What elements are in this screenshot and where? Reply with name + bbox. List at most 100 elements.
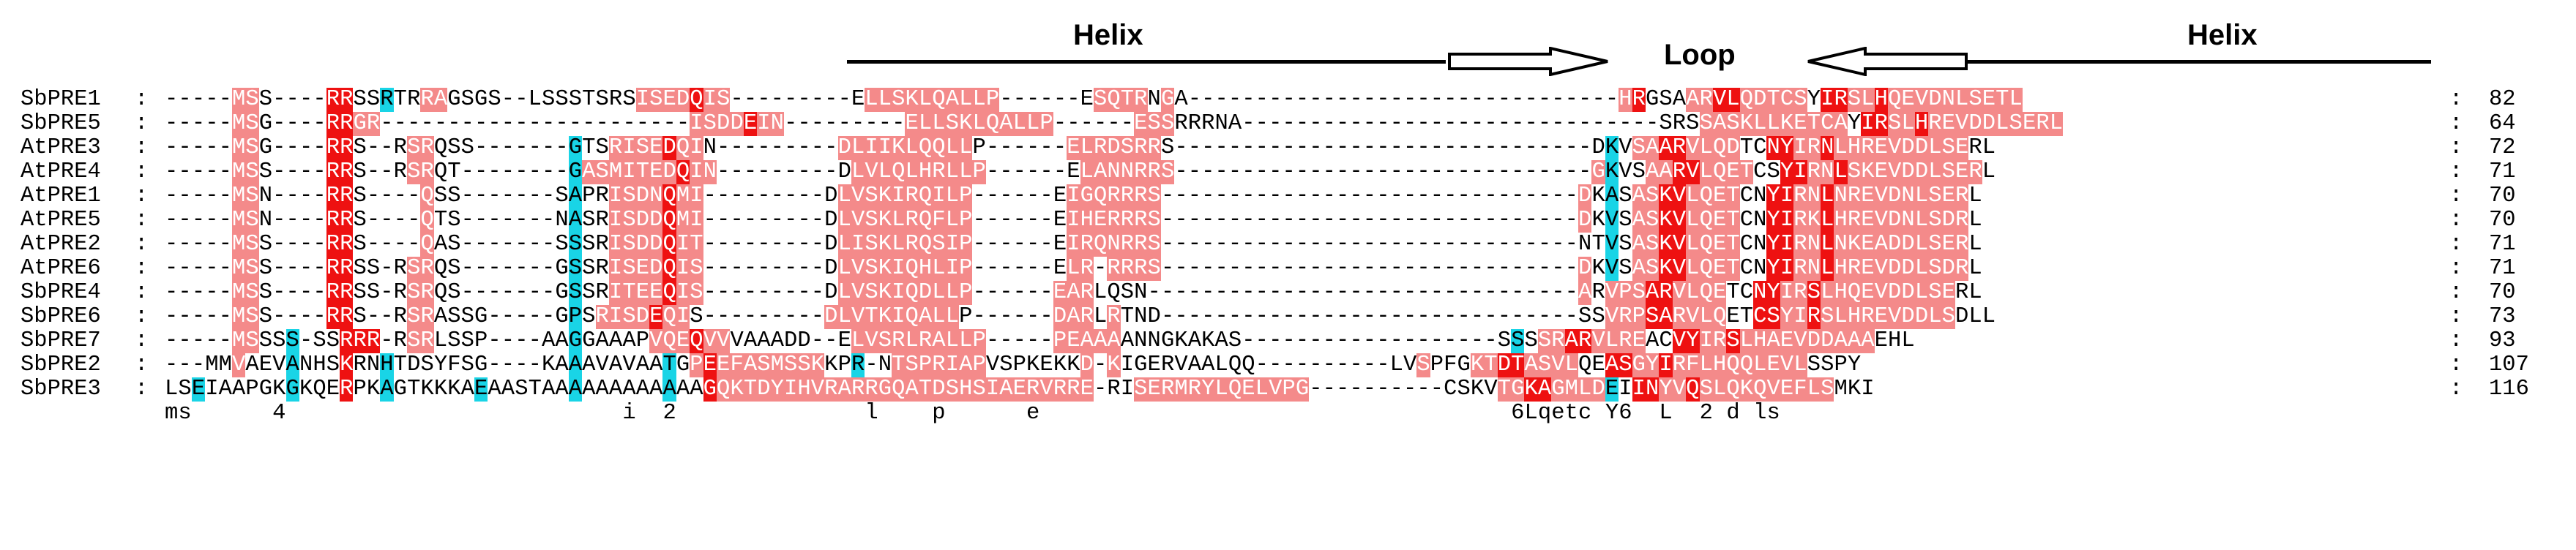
- residue: -: [810, 304, 825, 329]
- residue: S: [1699, 111, 1713, 136]
- residue: -: [380, 159, 394, 184]
- consensus-char: [1188, 402, 1201, 426]
- residue: -: [1470, 184, 1485, 208]
- residue: C: [1739, 232, 1754, 257]
- residue: -: [1282, 304, 1296, 329]
- consensus-char: [245, 402, 258, 426]
- residue: -: [272, 184, 286, 208]
- residue: -: [1160, 304, 1175, 329]
- residue: H: [1080, 208, 1094, 233]
- residue: T: [1726, 184, 1740, 208]
- residue: L: [851, 135, 865, 160]
- residue: P: [1430, 353, 1444, 377]
- consensus-char: [1376, 402, 1389, 426]
- residue: -: [541, 304, 556, 329]
- residue: -: [717, 135, 731, 160]
- residue: -: [1309, 111, 1323, 136]
- residue: -: [1295, 353, 1310, 377]
- residue: S: [1160, 159, 1175, 184]
- residue: -: [1484, 87, 1498, 112]
- residue: -: [528, 280, 542, 305]
- residue: -: [999, 184, 1013, 208]
- residue: -: [515, 256, 529, 281]
- residue: K: [959, 111, 973, 136]
- residue: V: [851, 280, 865, 305]
- residue: -: [1214, 184, 1228, 208]
- residue: -: [285, 87, 299, 112]
- residue: -: [730, 135, 744, 160]
- residue: R: [340, 87, 354, 112]
- residue: Y: [1780, 159, 1794, 184]
- residue: Q: [1847, 280, 1862, 305]
- residue: L: [837, 304, 851, 329]
- residue: A: [662, 377, 676, 402]
- consensus-char: p: [932, 401, 946, 426]
- residue: -: [1389, 184, 1403, 208]
- residue: -: [191, 256, 206, 281]
- residue: N: [1821, 135, 1834, 160]
- consensus-char: [1336, 402, 1349, 426]
- residue: S: [353, 280, 367, 305]
- separator-right: :: [2449, 135, 2463, 160]
- residue: -: [218, 111, 232, 136]
- residue: V: [649, 328, 663, 353]
- residue: -: [1564, 184, 1578, 208]
- residue: I: [690, 111, 703, 136]
- residue: L: [1821, 232, 1834, 257]
- residue: -: [1484, 256, 1498, 281]
- residue: -: [313, 280, 326, 305]
- residue: S: [568, 87, 583, 112]
- separator: :: [135, 111, 149, 136]
- residue: S: [447, 280, 461, 305]
- residue: C: [1753, 304, 1767, 329]
- residue: I: [878, 135, 892, 160]
- residue: -: [1012, 328, 1026, 353]
- separator: :: [135, 184, 149, 208]
- residue: -: [797, 256, 811, 281]
- residue: -: [1470, 304, 1485, 329]
- residue: S: [945, 111, 960, 136]
- residue: -: [1187, 135, 1202, 160]
- residue: K: [810, 353, 825, 377]
- residue: -: [299, 111, 313, 136]
- residue: D: [1497, 353, 1512, 377]
- consensus-char: [838, 402, 851, 426]
- residue: -: [299, 135, 313, 160]
- residue: V: [1780, 353, 1794, 377]
- residue: R: [865, 377, 878, 402]
- residue: V: [1874, 280, 1888, 305]
- residue: R: [1080, 304, 1094, 329]
- residue: I: [865, 135, 878, 160]
- residue: -: [1362, 377, 1377, 402]
- residue: R: [595, 208, 609, 233]
- residue: S: [1659, 111, 1673, 136]
- residue: Q: [918, 184, 933, 208]
- residue: -: [1632, 111, 1646, 136]
- residue: P: [568, 304, 583, 329]
- residue: -: [1403, 280, 1417, 305]
- residue: E: [649, 159, 663, 184]
- residue: G: [1295, 377, 1310, 402]
- residue: V: [272, 353, 286, 377]
- residue: S: [447, 208, 461, 233]
- residue: -: [1537, 184, 1552, 208]
- residue: R: [1672, 135, 1687, 160]
- residue: V: [730, 328, 744, 353]
- residue: S: [407, 328, 421, 353]
- residue: -: [717, 184, 731, 208]
- consensus-char: 2: [1699, 401, 1713, 426]
- residue: -: [730, 280, 744, 305]
- residue: -: [1376, 377, 1390, 402]
- residue: -: [1605, 87, 1619, 112]
- residue: A: [999, 111, 1013, 136]
- residue: A: [1645, 135, 1660, 160]
- residue: K: [1659, 208, 1673, 233]
- residue: -: [380, 256, 394, 281]
- residue: H: [1753, 328, 1767, 353]
- residue: T: [1739, 304, 1754, 329]
- residue: L: [959, 159, 973, 184]
- residue: K: [1861, 159, 1875, 184]
- residue: E: [2022, 111, 2036, 136]
- residue: R: [1861, 304, 1875, 329]
- residue: -: [999, 232, 1013, 257]
